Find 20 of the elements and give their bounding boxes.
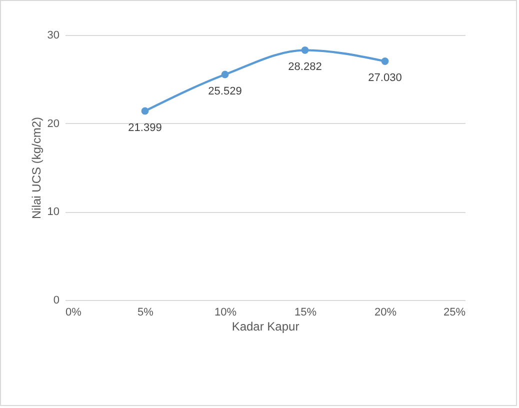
y-axis-title: Nilai UCS (kg/cm2) bbox=[29, 116, 44, 220]
data-label: 21.399 bbox=[128, 122, 162, 134]
point bbox=[301, 46, 309, 54]
x-tick-label: 0% bbox=[66, 306, 82, 318]
x-tick-label: 25% bbox=[443, 306, 466, 318]
y-tick-label: 30 bbox=[47, 30, 60, 42]
point bbox=[221, 70, 229, 78]
x-tick-label: 20% bbox=[374, 306, 397, 318]
data-label: 25.529 bbox=[208, 85, 242, 98]
x-tick-label: 10% bbox=[214, 306, 237, 318]
x-tick-label: 15% bbox=[294, 306, 317, 318]
y-tick-label: 10 bbox=[47, 206, 60, 218]
x-axis-title: Kadar Kapur bbox=[232, 320, 300, 334]
x-tick-label: 5% bbox=[138, 306, 154, 318]
y-tick-label: 0 bbox=[53, 294, 60, 306]
point bbox=[381, 58, 389, 65]
y-tick-label: 20 bbox=[47, 118, 60, 130]
data-label: 27.030 bbox=[368, 72, 402, 84]
data-label: 28.282 bbox=[288, 61, 322, 74]
point bbox=[141, 107, 149, 115]
